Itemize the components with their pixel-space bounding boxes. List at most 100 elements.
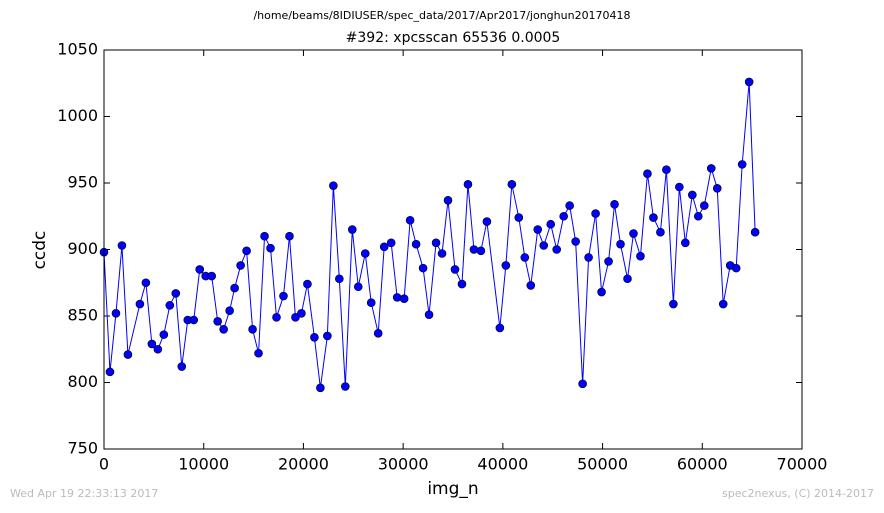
data-point <box>366 298 376 308</box>
data-point <box>450 265 460 274</box>
data-point <box>597 287 606 297</box>
data-point <box>230 283 239 293</box>
data-point <box>236 261 245 270</box>
y-tick-label: 1050 <box>57 40 98 59</box>
data-point <box>117 241 127 250</box>
data-point <box>584 253 593 262</box>
data-point <box>195 265 205 274</box>
data-point <box>533 225 543 234</box>
data-point <box>177 362 187 371</box>
data-point <box>135 299 145 309</box>
data-point <box>323 331 332 341</box>
data-point <box>347 225 357 234</box>
footer-right: spec2nexus, (C) 2014-2017 <box>722 487 874 500</box>
data-point <box>279 291 288 301</box>
x-tick-label: 0 <box>99 455 109 474</box>
data-point <box>291 313 300 322</box>
y-tick-label: 900 <box>67 239 98 258</box>
data-point <box>750 227 760 237</box>
data-point <box>552 245 562 254</box>
plot-frame <box>103 49 803 450</box>
data-point <box>310 332 319 342</box>
data-point <box>482 217 492 226</box>
data-point <box>578 379 587 389</box>
data-point <box>437 249 447 258</box>
data-point <box>285 231 294 241</box>
y-axis-label: ccdc <box>30 231 50 270</box>
data-point <box>242 246 251 256</box>
data-point <box>353 282 363 292</box>
x-tick-label: 30000 <box>378 455 429 474</box>
data-point <box>105 367 115 377</box>
x-tick-label: 70000 <box>777 455 828 474</box>
data-point <box>272 313 281 322</box>
data-point <box>165 301 175 310</box>
data-point <box>610 199 619 209</box>
data-point <box>699 201 709 210</box>
data-point <box>360 249 370 258</box>
data-point <box>559 211 568 221</box>
chart-title: #392: xpcsscan 65536 0.0005 <box>346 30 561 46</box>
data-point <box>260 231 269 241</box>
y-tick-label: 1000 <box>57 106 98 125</box>
data-point <box>303 279 312 289</box>
data-point <box>565 201 574 210</box>
data-point <box>254 348 263 358</box>
data-point <box>731 263 741 273</box>
data-point <box>514 213 524 222</box>
data-point <box>171 289 181 298</box>
data-point <box>141 278 151 288</box>
data-point <box>418 263 428 273</box>
data-point <box>656 227 665 237</box>
y-tick-label: 750 <box>67 439 98 458</box>
data-point <box>669 299 678 309</box>
data-point <box>662 165 671 174</box>
data-point <box>688 190 697 200</box>
data-point <box>604 257 613 266</box>
data-point <box>526 281 536 290</box>
data-point <box>629 229 638 238</box>
data-point <box>153 344 163 354</box>
data-point <box>571 237 580 246</box>
data-point <box>386 238 396 248</box>
data-point <box>405 215 415 225</box>
data-point <box>476 246 486 256</box>
data-point <box>712 184 722 193</box>
data-point <box>495 323 505 333</box>
data-point <box>520 253 530 262</box>
data-point <box>213 317 222 326</box>
y-tick-label: 850 <box>67 306 98 325</box>
data-point <box>248 324 257 334</box>
data-point <box>693 211 703 221</box>
x-tick-label: 20000 <box>278 455 329 474</box>
y-tick-label: 950 <box>67 173 98 192</box>
data-point <box>718 299 728 309</box>
data-point <box>341 382 350 391</box>
data-point <box>675 182 684 192</box>
data-point <box>744 77 754 87</box>
x-tick-label: 40000 <box>477 455 528 474</box>
data-point <box>469 245 479 254</box>
data-point <box>643 169 652 178</box>
data-point <box>706 164 716 173</box>
data-point <box>219 324 228 334</box>
data-point <box>392 293 402 302</box>
data-point <box>457 279 467 289</box>
data-point <box>147 339 157 349</box>
data-point <box>335 274 344 284</box>
data-point <box>329 181 338 190</box>
x-axis-label: img_n <box>427 479 478 499</box>
data-point <box>207 271 216 281</box>
data-point <box>616 239 625 249</box>
data-point <box>649 213 658 222</box>
data-point <box>373 328 383 338</box>
data-point <box>159 330 169 339</box>
data-point <box>379 242 389 252</box>
x-tick-label: 60000 <box>677 455 728 474</box>
data-point <box>111 309 121 318</box>
data-point <box>297 309 306 318</box>
data-point <box>591 209 600 218</box>
data-point <box>443 195 453 205</box>
data-point <box>463 180 473 189</box>
